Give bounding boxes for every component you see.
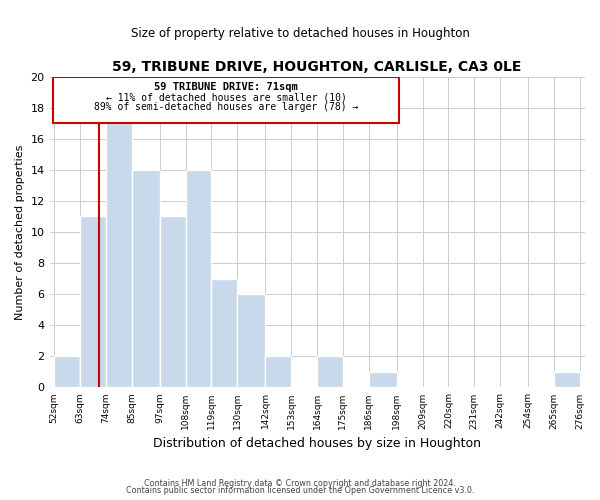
- Bar: [53, 76, 399, 123]
- Bar: [265, 356, 291, 388]
- X-axis label: Distribution of detached houses by size in Houghton: Distribution of detached houses by size …: [153, 437, 481, 450]
- Text: 59 TRIBUNE DRIVE: 71sqm: 59 TRIBUNE DRIVE: 71sqm: [154, 82, 298, 92]
- Bar: [160, 216, 185, 388]
- Text: Contains HM Land Registry data © Crown copyright and database right 2024.: Contains HM Land Registry data © Crown c…: [144, 478, 456, 488]
- Y-axis label: Number of detached properties: Number of detached properties: [15, 144, 25, 320]
- Bar: [211, 278, 237, 388]
- Bar: [131, 170, 160, 388]
- Bar: [554, 372, 580, 388]
- Bar: [80, 216, 106, 388]
- Title: 59, TRIBUNE DRIVE, HOUGHTON, CARLISLE, CA3 0LE: 59, TRIBUNE DRIVE, HOUGHTON, CARLISLE, C…: [112, 60, 522, 74]
- Text: ← 11% of detached houses are smaller (10): ← 11% of detached houses are smaller (10…: [106, 92, 347, 102]
- Text: 89% of semi-detached houses are larger (78) →: 89% of semi-detached houses are larger (…: [94, 102, 358, 112]
- Bar: [237, 294, 265, 388]
- Bar: [368, 372, 397, 388]
- Text: Size of property relative to detached houses in Houghton: Size of property relative to detached ho…: [131, 28, 469, 40]
- Text: Contains public sector information licensed under the Open Government Licence v3: Contains public sector information licen…: [126, 486, 474, 495]
- Bar: [185, 170, 211, 388]
- Bar: [106, 123, 131, 388]
- Bar: [54, 356, 80, 388]
- Bar: [317, 356, 343, 388]
